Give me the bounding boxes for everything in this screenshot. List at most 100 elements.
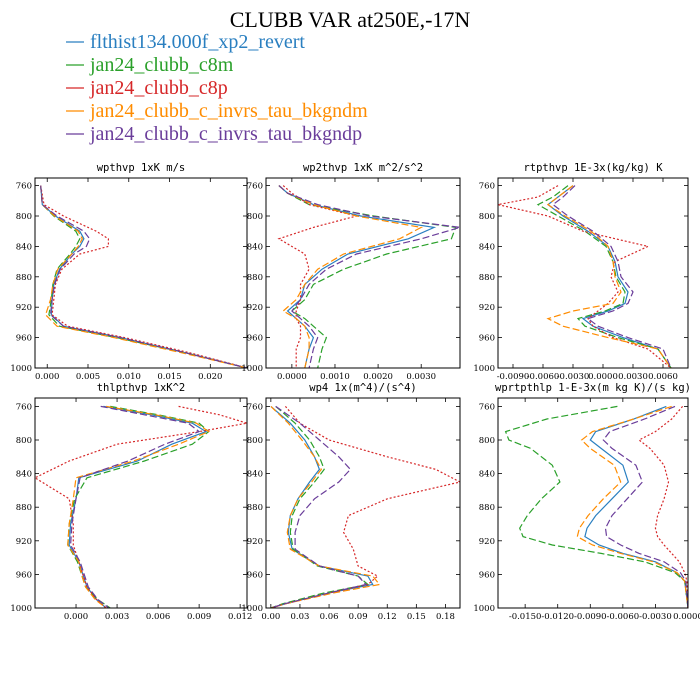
series-line-jan24_clubb_c8p: [637, 406, 688, 608]
x-tick-label: -0.0030: [639, 612, 672, 622]
panel-title: thlpthvp 1xK^2: [97, 382, 186, 394]
y-tick-label: 960: [16, 334, 32, 344]
y-tick-label: 800: [479, 212, 495, 222]
panel-1: wpthvp 1xK m/s 760 800 840 880 920 960 1000 0.00…: [10, 162, 248, 382]
series-line-jan24_clubb_c8p: [277, 185, 357, 368]
x-tick-label: 0.009: [187, 612, 211, 622]
y-tick-label: 880: [479, 273, 495, 283]
y-tick-label: 760: [16, 402, 32, 412]
y-tick-label: 760: [479, 402, 495, 412]
x-tick-label: 0.0000: [277, 372, 307, 382]
x-tick-label: 0.12: [378, 612, 397, 622]
panel-title: wp2thvp 1xK m^2/s^2: [303, 162, 423, 174]
plot-frame: [497, 177, 689, 369]
y-tick-label: 840: [479, 242, 495, 252]
x-tick-label: 0.09: [349, 612, 368, 622]
y-tick-label: 800: [16, 436, 32, 446]
y-tick-label: 800: [247, 212, 263, 222]
y-tick-label: 840: [247, 470, 263, 480]
y-tick-label: 800: [479, 436, 495, 446]
y-tick-label: 880: [247, 503, 263, 513]
panels: wpthvp 1xK m/s 760 800 840 880 920 960 1000 0.00…: [10, 162, 700, 622]
series-line-jan24_clubb_c_invrs_tau_bkgndm: [40, 185, 247, 368]
figure-title: CLUBB VAR at250E,-17N: [230, 7, 471, 32]
y-tick-label: 880: [16, 503, 32, 513]
panel-2: wp2thvp 1xK m^2/s^2 760 800 840 880 920 960 100…: [241, 162, 461, 382]
y-tick-label: 840: [247, 242, 263, 252]
x-tick-label: 0.0010: [320, 372, 350, 382]
series-line-jan24_clubb_c_invrs_tau_bkgndp: [602, 405, 688, 608]
y-tick-label: 920: [479, 303, 495, 313]
series-line-flthist134.000f_xp2_revert: [40, 185, 247, 368]
x-tick-label: -0.0150: [509, 612, 542, 622]
panel-title: wpthvp 1xK m/s: [97, 162, 186, 174]
panel-6: wprtpthlp 1-E-3x(m kg K)/(s kg)760 800 840…: [473, 382, 700, 622]
legend-label: jan24_clubb_c8p: [89, 77, 228, 99]
x-tick-label: 0.0060: [648, 372, 678, 382]
series-line-jan24_clubb_c_invrs_tau_bkgndp: [69, 405, 201, 608]
y-tick-label: 880: [479, 503, 495, 513]
x-tick-label: -0.0060: [527, 372, 560, 382]
x-tick-label: 0.012: [228, 612, 252, 622]
series-line-jan24_clubb_c_invrs_tau_bkgndm: [67, 405, 210, 608]
x-tick-label: 0.0030: [406, 372, 436, 382]
legend: flthist134.000f_xp2_revertjan24_clubb_c8…: [66, 31, 368, 145]
x-tick-label: 0.003: [105, 612, 129, 622]
y-tick-label: 840: [479, 470, 495, 480]
series-group: [504, 405, 688, 608]
y-tick-label: 960: [479, 334, 495, 344]
x-tick-label: 0.010: [117, 372, 141, 382]
series-group: [35, 405, 247, 608]
series-line-jan24_clubb_c_invrs_tau_bkgndp: [270, 405, 368, 608]
y-tick-label: 960: [247, 334, 263, 344]
series-line-jan24_clubb_c8m: [504, 405, 688, 608]
x-tick-label: 0.000: [64, 612, 88, 622]
y-tick-label: 880: [16, 273, 32, 283]
y-tick-label: 920: [247, 303, 263, 313]
x-tick-label: -0.0060: [607, 612, 640, 622]
panel-title: wprtpthlp 1-E-3x(m kg K)/(s kg): [495, 382, 691, 394]
x-tick-label: 0.006: [146, 612, 170, 622]
x-tick-label: 0.00: [261, 612, 280, 622]
legend-label: jan24_clubb_c_invrs_tau_bkgndp: [89, 123, 362, 145]
x-tick-label: 0.0000: [588, 372, 618, 382]
series-line-jan24_clubb_c_invrs_tau_bkgndm: [576, 405, 688, 608]
y-tick-label: 1000: [10, 604, 32, 614]
y-tick-label: 1000: [241, 364, 263, 374]
series-line-jan24_clubb_c_invrs_tau_bkgndp: [278, 185, 460, 368]
plot-frame: [497, 397, 689, 609]
y-tick-label: 880: [247, 273, 263, 283]
x-tick-label: 0.020: [198, 372, 222, 382]
legend-label: jan24_clubb_c8m: [89, 54, 234, 76]
series-group: [270, 405, 460, 608]
series-group: [277, 185, 460, 368]
x-tick-label: 0.06: [320, 612, 339, 622]
x-tick-label: 0.03: [290, 612, 309, 622]
x-tick-label: -0.0030: [557, 372, 590, 382]
series-line-jan24_clubb_c_invrs_tau_bkgndm: [270, 405, 381, 608]
y-tick-label: 800: [16, 212, 32, 222]
series-line-jan24_clubb_c_invrs_tau_bkgndp: [552, 185, 672, 368]
y-tick-label: 1000: [10, 364, 32, 374]
x-tick-label: 0.0000: [673, 612, 700, 622]
y-tick-label: 760: [16, 182, 32, 192]
y-tick-label: 920: [16, 303, 32, 313]
series-line-jan24_clubb_c8m: [536, 185, 672, 368]
y-tick-label: 920: [16, 537, 32, 547]
y-tick-label: 1000: [473, 604, 495, 614]
y-tick-label: 760: [247, 402, 263, 412]
y-tick-label: 1000: [473, 364, 495, 374]
x-tick-label: 0.18: [436, 612, 455, 622]
series-line-jan24_clubb_c8m: [278, 185, 457, 368]
y-tick-label: 840: [16, 242, 32, 252]
x-tick-label: 0.005: [76, 372, 100, 382]
plot-frame: [265, 397, 461, 609]
y-tick-label: 920: [479, 537, 495, 547]
panel-title: rtpthvp 1E-3x(kg/kg) K: [523, 162, 663, 174]
series-line-jan24_clubb_c8m: [270, 405, 370, 608]
plot-frame: [34, 397, 248, 609]
panel-4: thlpthvp 1xK^2 760 800 840 880 920 960 1000 0.00…: [10, 382, 252, 622]
series-line-jan24_clubb_c_invrs_tau_bkgndm: [278, 185, 424, 368]
panel-3: rtpthvp 1E-3x(kg/kg) K 760 800 840 880 920 960…: [473, 162, 689, 382]
